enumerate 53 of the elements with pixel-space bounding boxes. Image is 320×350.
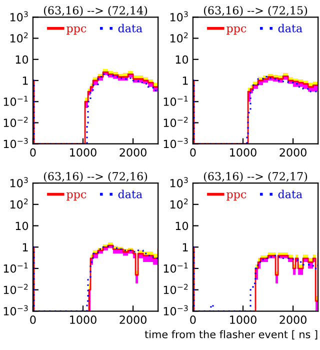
legend-label: data <box>278 24 302 32</box>
y-tick-label: 1 <box>22 243 28 252</box>
y-tick-label: 10$^{−2}$ <box>4 284 28 294</box>
legend-label: data <box>118 190 142 198</box>
y-tick-label: 10$^{−1}$ <box>164 96 188 106</box>
y-tick-label: 10$^{−2}$ <box>164 284 188 294</box>
y-tick-label: 1 <box>182 243 188 252</box>
text: ppc <box>226 26 246 35</box>
y-tick-label: 10$^{2}$ <box>10 32 28 43</box>
y-tick-label: 10 <box>176 55 188 64</box>
legend-label: data <box>278 190 302 198</box>
x-tick-label: 2000 <box>120 316 146 324</box>
y-tick-label: 10$^{−2}$ <box>164 116 188 128</box>
y-tick-label: 10$^{−1}$ <box>4 96 28 106</box>
y-tick-label: 1 <box>22 76 28 85</box>
x-axis-title: time from the flasher event [ ns ] <box>144 330 318 340</box>
x-tick-label: 2000 <box>280 316 306 324</box>
x-tick-label: 0 <box>30 316 36 324</box>
x-tick-label: 2000 <box>280 148 306 157</box>
x-tick-label: 0 <box>190 148 196 157</box>
y-tick-label: 10$^{−1}$ <box>4 262 28 273</box>
y-tick-label: 10$^{3}$ <box>10 11 28 22</box>
y-tick-label: 1 <box>182 76 188 85</box>
legend-label: ppc <box>66 192 86 200</box>
legend-label: data <box>118 24 142 32</box>
chart-title: (63,16) --> (72,14) <box>44 6 148 16</box>
legend-label: ppc <box>66 26 86 35</box>
y-tick-label: 10$^{−2}$ <box>4 116 28 128</box>
y-tick-label: 10 <box>16 55 28 64</box>
x-tick-label: 1000 <box>230 316 256 324</box>
y-tick-label: 10$^{2}$ <box>170 32 188 43</box>
y-tick-label: 10$^{−3}$ <box>4 305 28 316</box>
y-tick-label: 10$^{−1}$ <box>164 262 188 273</box>
y-tick-label: 10$^{−3}$ <box>164 305 188 316</box>
x-tick-label: 0 <box>30 148 36 157</box>
x-tick-label: 0 <box>190 316 196 324</box>
x-tick-label: 1000 <box>230 148 256 157</box>
chart-title: (63,16) --> (72,15) <box>204 6 308 16</box>
x-tick-label: 1000 <box>70 316 96 324</box>
y-tick-label: 10$^{−3}$ <box>4 138 28 148</box>
y-tick-label: 10 <box>16 222 28 230</box>
y-tick-label: 10 <box>176 222 188 230</box>
y-tick-label: 10$^{3}$ <box>170 177 188 188</box>
y-tick-label: 10$^{2}$ <box>10 198 28 209</box>
text: ppc <box>226 192 246 200</box>
x-tick-label: 1000 <box>70 148 96 157</box>
x-tick-label: 2000 <box>120 148 146 157</box>
chart-title: (63,16) --> (72,17) <box>204 172 308 182</box>
y-tick-label: 10$^{2}$ <box>170 198 188 209</box>
y-tick-label: 10$^{3}$ <box>10 177 28 188</box>
y-tick-label: 10$^{−3}$ <box>164 138 188 148</box>
chart-title: (63,16) --> (72,16) <box>44 172 148 182</box>
y-tick-label: 10$^{3}$ <box>170 11 188 22</box>
